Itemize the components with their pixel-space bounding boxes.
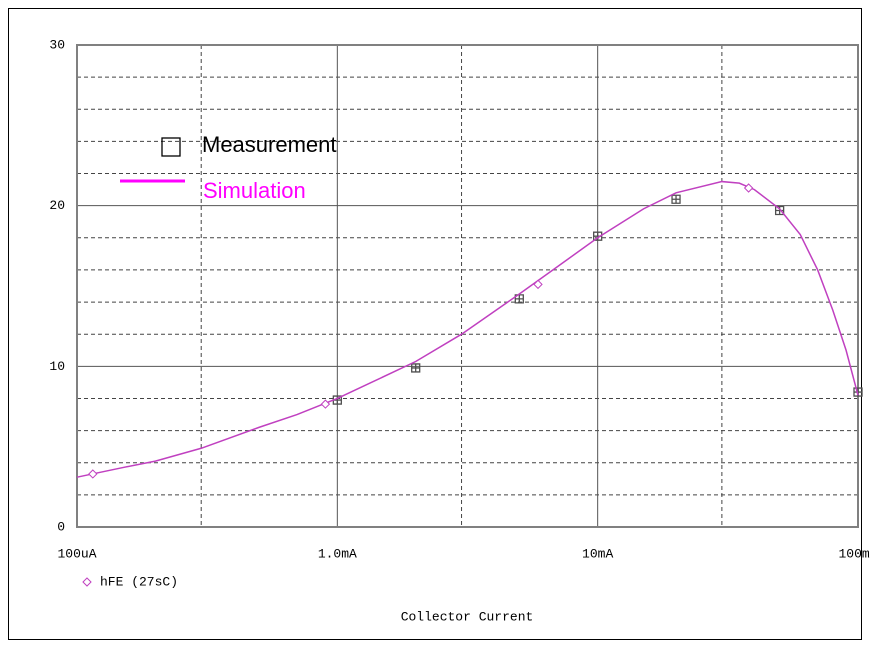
y-tick-label: 20 [49, 198, 65, 213]
simulation-marker [320, 399, 331, 409]
legend-label: Simulation [203, 178, 306, 203]
legend-swatch [161, 137, 181, 157]
simulation-line [76, 180, 859, 478]
measurement-marker [671, 194, 681, 204]
measurement-marker [514, 294, 524, 304]
legend-label: Measurement [202, 132, 337, 157]
legend-swatch [82, 577, 92, 587]
x-tick-label: 10mA [582, 546, 613, 561]
simulation-marker [533, 279, 543, 290]
measurement-marker [411, 363, 421, 373]
x-tick-label: 100uA [57, 546, 96, 561]
legend-label: hFE (27sC) [100, 574, 178, 589]
x-tick-label: 1.0mA [318, 546, 357, 561]
outer-frame [8, 8, 862, 640]
y-tick-label: 30 [49, 37, 65, 52]
x-tick-label: 100mA [838, 546, 870, 561]
simulation-marker [88, 469, 98, 479]
x-axis-label: Collector Current [401, 609, 534, 624]
y-tick-label: 10 [49, 359, 65, 374]
y-tick-label: 0 [57, 519, 65, 534]
plot-frame [76, 44, 859, 528]
simulation-marker [743, 183, 754, 193]
